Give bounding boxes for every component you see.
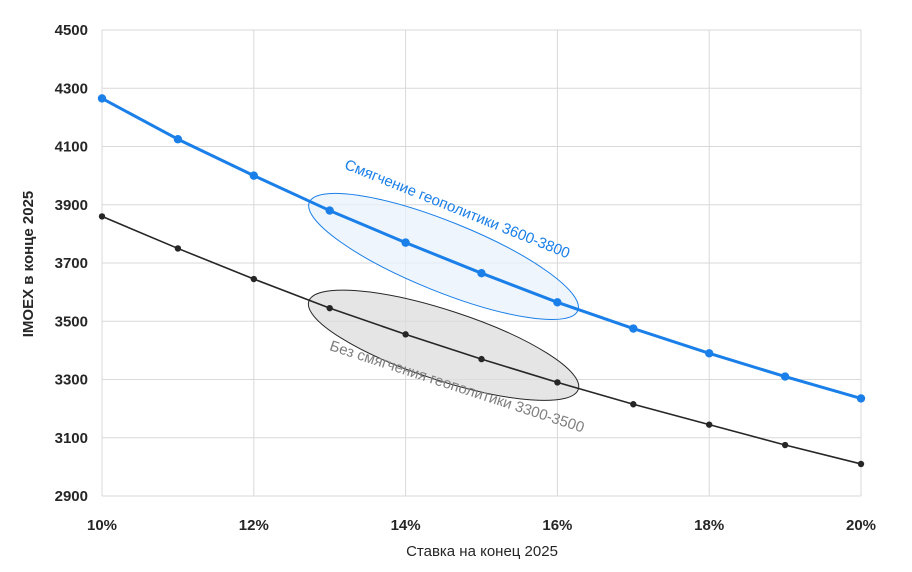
y-tick-label: 4100 [55, 139, 88, 156]
data-point [630, 401, 637, 408]
y-tick-label: 3900 [55, 197, 88, 214]
data-point [249, 171, 258, 180]
data-point [174, 245, 182, 252]
data-point [97, 94, 107, 103]
y-tick-label: 3300 [55, 372, 88, 389]
data-point [250, 275, 257, 283]
data-point [478, 355, 485, 363]
data-point [856, 394, 866, 403]
y-axis-title: IMOEX в конце 2025 [20, 191, 37, 338]
data-point [706, 421, 713, 428]
series-lines [97, 94, 866, 468]
x-tick-label: 12% [239, 517, 269, 534]
data-point [98, 213, 106, 220]
data-point [629, 324, 638, 333]
y-tick-label: 3500 [55, 313, 88, 330]
data-point [554, 379, 561, 386]
y-tick-label: 3100 [55, 430, 88, 447]
data-point [705, 349, 714, 358]
data-point [402, 331, 409, 338]
data-point [173, 135, 183, 144]
data-point [780, 372, 790, 381]
data-point [553, 298, 562, 307]
data-point [401, 238, 410, 247]
data-point [477, 268, 486, 278]
data-point [781, 441, 789, 449]
data-point [325, 206, 334, 215]
x-tick-label: 10% [87, 517, 117, 534]
x-tick-labels: 10% 12% 14% 16% 18% 20% [87, 517, 876, 534]
x-tick-label: 20% [846, 517, 876, 534]
x-axis-title: Ставка на конец 2025 [406, 543, 558, 560]
y-tick-label: 4300 [55, 80, 88, 97]
y-tick-labels: 2900 3100 3300 3500 3700 3900 4100 4300 4500 [55, 22, 88, 505]
y-tick-label: 2900 [55, 488, 88, 505]
y-tick-label: 3700 [55, 255, 88, 272]
x-tick-label: 14% [391, 517, 421, 534]
y-tick-label: 4500 [55, 22, 88, 39]
data-point [857, 460, 865, 468]
x-tick-label: 18% [694, 517, 724, 534]
x-tick-label: 16% [542, 517, 572, 534]
data-point [326, 304, 333, 312]
